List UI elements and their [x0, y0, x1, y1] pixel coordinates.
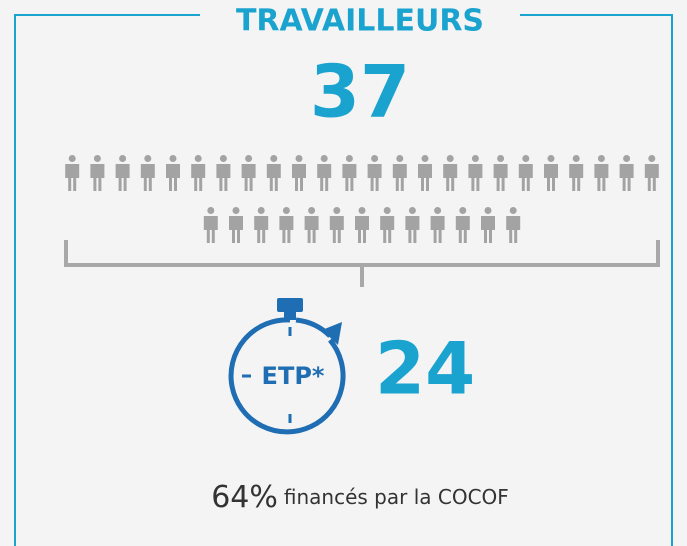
- stopwatch-ring: [228, 317, 346, 435]
- person-icon: [140, 155, 155, 191]
- person-icon: [481, 207, 495, 243]
- person-icon: [317, 155, 332, 191]
- person-icon: [569, 155, 584, 191]
- bracket: [64, 240, 660, 287]
- person-icon: [619, 155, 634, 191]
- person-icon: [342, 155, 357, 191]
- person-icon: [443, 155, 458, 191]
- person-icon: [430, 207, 445, 243]
- workers-count: 37: [310, 50, 410, 134]
- stopwatch-arrowhead: [322, 322, 342, 345]
- person-icon: [493, 155, 508, 191]
- person-icon: [241, 155, 256, 191]
- person-icon: [367, 155, 382, 191]
- stopwatch-stem: [284, 310, 296, 320]
- person-icon: [594, 155, 609, 191]
- person-icon: [329, 207, 344, 243]
- funding-line: 64% financés par la COCOF: [211, 480, 509, 515]
- person-icon: [418, 155, 432, 191]
- person-icon: [518, 155, 533, 191]
- person-icon: [90, 155, 105, 191]
- person-icon: [229, 207, 243, 243]
- person-icon: [166, 155, 180, 191]
- person-icon: [115, 155, 130, 191]
- person-icon: [355, 207, 369, 243]
- title: TRAVAILLEURS: [236, 4, 484, 39]
- person-icon: [392, 155, 407, 191]
- person-icon: [191, 155, 206, 191]
- person-icon: [254, 207, 269, 243]
- etp-value: 24: [375, 327, 475, 411]
- person-icon: [203, 207, 218, 243]
- stopwatch-button: [277, 298, 303, 312]
- person-icon: [304, 207, 319, 243]
- etp-label: ETP*: [262, 362, 325, 390]
- people-icons: [65, 155, 659, 243]
- person-icon: [65, 155, 80, 191]
- person-icon: [468, 155, 483, 191]
- person-icon: [279, 207, 294, 243]
- funding-percent: 64%: [211, 480, 278, 515]
- funding-text: financés par la COCOF: [284, 485, 509, 509]
- person-icon: [644, 155, 659, 191]
- person-icon: [380, 207, 395, 243]
- person-icon: [544, 155, 558, 191]
- frame: [14, 14, 673, 546]
- person-icon: [292, 155, 306, 191]
- person-icon: [266, 155, 281, 191]
- person-icon: [506, 207, 521, 243]
- person-icon: [405, 207, 420, 243]
- stopwatch: ETP*: [228, 298, 346, 435]
- person-icon: [455, 207, 470, 243]
- person-icon: [216, 155, 231, 191]
